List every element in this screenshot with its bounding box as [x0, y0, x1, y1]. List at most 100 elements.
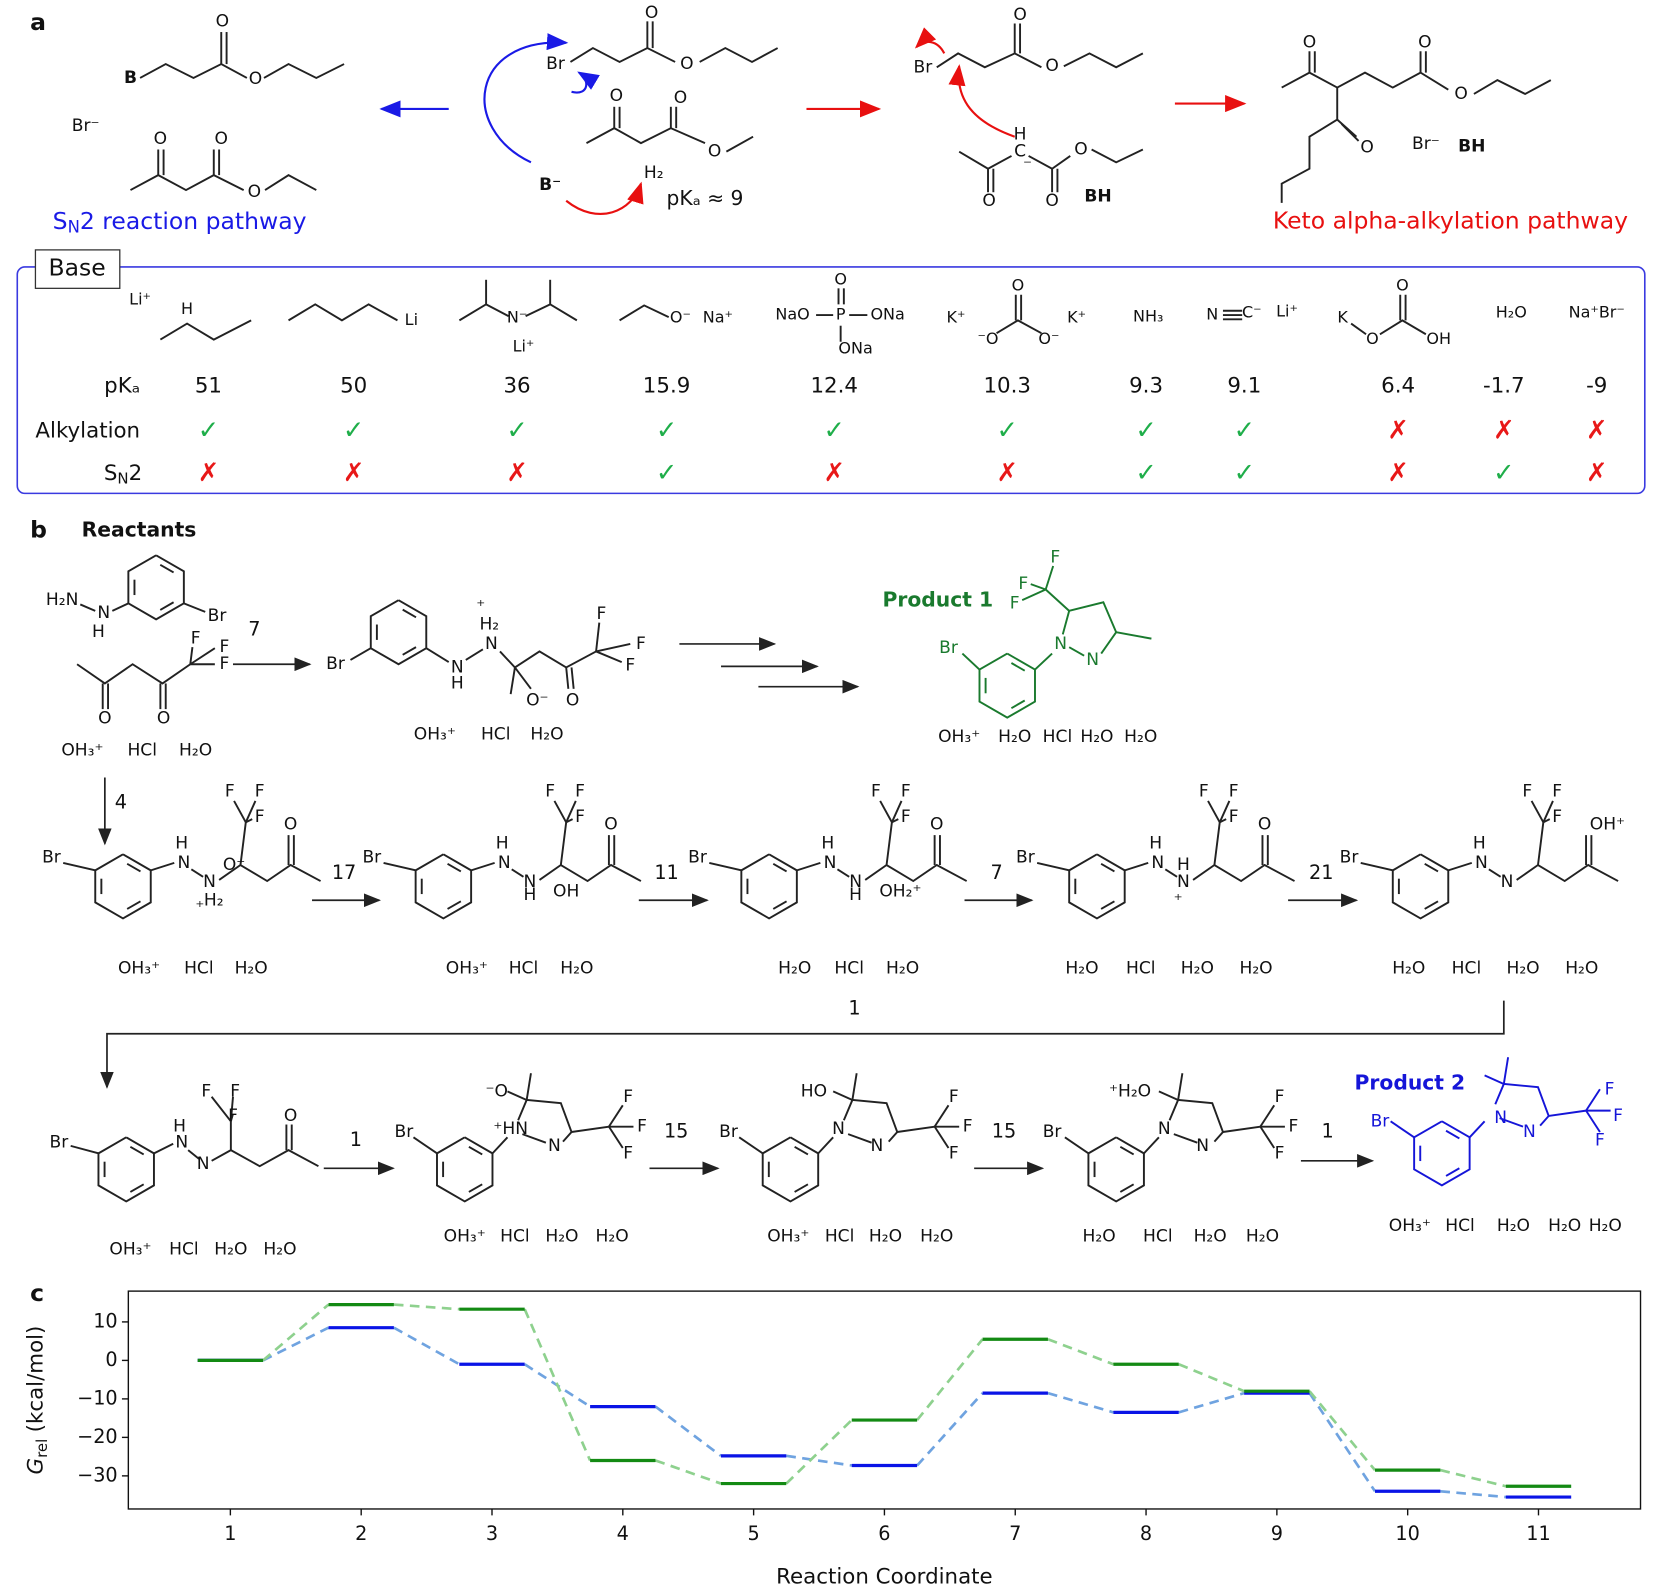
bond [159, 601, 175, 611]
pka-label: pKₐ ≈ 9 [667, 186, 744, 210]
bond [1021, 588, 1047, 602]
atom-label: O⁻ [223, 855, 245, 875]
bond [509, 667, 516, 695]
atom-label: Br [939, 638, 959, 658]
bond [1034, 652, 1053, 671]
bond [595, 622, 601, 652]
atom-label: O [1366, 329, 1379, 348]
bond [447, 862, 462, 873]
atom-label: H₂ [644, 163, 664, 183]
atom-label: F [1289, 1117, 1299, 1137]
atom-label: B [124, 68, 137, 88]
atom-label: OH₂⁺ [879, 882, 921, 902]
atom-label: F [625, 655, 635, 675]
counterion: HCl [481, 725, 511, 745]
bond [1063, 52, 1144, 69]
atom-label: Br [719, 1122, 739, 1142]
step-count: 15 [992, 1119, 1016, 1142]
atom-label: F [636, 634, 646, 654]
atom-label: O [1258, 814, 1271, 834]
atom-label: O [674, 88, 687, 108]
product-label: Product 1 [882, 588, 993, 612]
connector [1440, 1468, 1507, 1488]
bond [772, 900, 788, 910]
connector [1178, 1363, 1245, 1393]
atom-label: Br [1016, 848, 1036, 868]
counterion: OH₃⁺ [767, 1227, 809, 1247]
bond [586, 127, 706, 145]
pka-value: 51 [195, 374, 222, 399]
bond [210, 1096, 232, 1122]
bond [565, 650, 597, 669]
counterion: OH₃⁺ [414, 725, 456, 745]
atom-label: Br [42, 848, 62, 868]
counterion: H₂O [1083, 1227, 1116, 1247]
atom-label: C⁻ [1242, 302, 1262, 321]
bond [465, 648, 484, 661]
atom-label: Li⁺ [1276, 301, 1298, 320]
counterion: H₂O [1181, 959, 1214, 979]
atom-label: F [1613, 1106, 1623, 1126]
atom-label: O [1396, 276, 1409, 295]
atom-label: O [284, 814, 297, 834]
counterion: H₂O [920, 1227, 953, 1247]
atom-label: ONa [870, 305, 904, 324]
bond [70, 1144, 99, 1155]
bond [129, 1145, 145, 1156]
text-part: S [104, 461, 118, 486]
bond [1350, 322, 1367, 336]
atom-label: Li⁺ [513, 337, 535, 356]
atom-label: ⁻ [1023, 156, 1032, 176]
bond [211, 1121, 232, 1162]
bond [514, 650, 567, 669]
step-count: 7 [990, 861, 1002, 884]
bond [1516, 822, 1545, 881]
plot-area [127, 1290, 1642, 1510]
counterion: OH₃⁺ [938, 727, 980, 747]
atom-label: F [1552, 807, 1562, 827]
atom-label: H [92, 622, 105, 642]
x-tick-label: 5 [748, 1522, 760, 1545]
atom-label: N [203, 872, 216, 892]
atom-label: O [982, 191, 995, 211]
atom-label: Li [405, 310, 418, 329]
mark-symbol: ✓ [1234, 415, 1255, 445]
atom-label: F [230, 1081, 240, 1101]
row-label: pKₐ [104, 374, 140, 399]
atom-label: F [949, 1143, 959, 1163]
bond [1143, 1136, 1160, 1155]
bond [1484, 1074, 1505, 1085]
atom-label: N [1177, 872, 1190, 892]
bond [1036, 861, 1070, 872]
pka-value: 12.4 [810, 374, 858, 399]
atom-label: O [1074, 140, 1087, 160]
counterion: H₂O [1589, 1216, 1622, 1236]
panel-letter: b [30, 515, 47, 543]
bond [1448, 861, 1473, 872]
step-count: 15 [664, 1119, 688, 1142]
counterion: H₂O [1124, 727, 1157, 747]
bond [794, 1145, 809, 1156]
atom-label: P [836, 305, 846, 324]
bond [94, 853, 152, 920]
step-count: 1 [1322, 1119, 1334, 1142]
atom-label: F [191, 629, 201, 649]
bond [189, 647, 216, 666]
atom-label: F [228, 1106, 238, 1126]
atom-label: O [98, 709, 111, 729]
counterion: HCl [169, 1239, 199, 1259]
atom-label: N [498, 853, 511, 873]
connector [1178, 1391, 1245, 1414]
bond [1158, 1090, 1179, 1101]
bond [608, 1126, 624, 1149]
atom-label: N [523, 872, 536, 892]
bond [1028, 155, 1071, 170]
counterion: H₂O [545, 1227, 578, 1247]
atom-label: O⁻ [1038, 329, 1059, 348]
atom-label: F [575, 807, 585, 827]
bond [847, 1133, 872, 1144]
connector [1047, 1337, 1114, 1366]
atom-label: H [181, 299, 193, 318]
bond [159, 563, 175, 574]
